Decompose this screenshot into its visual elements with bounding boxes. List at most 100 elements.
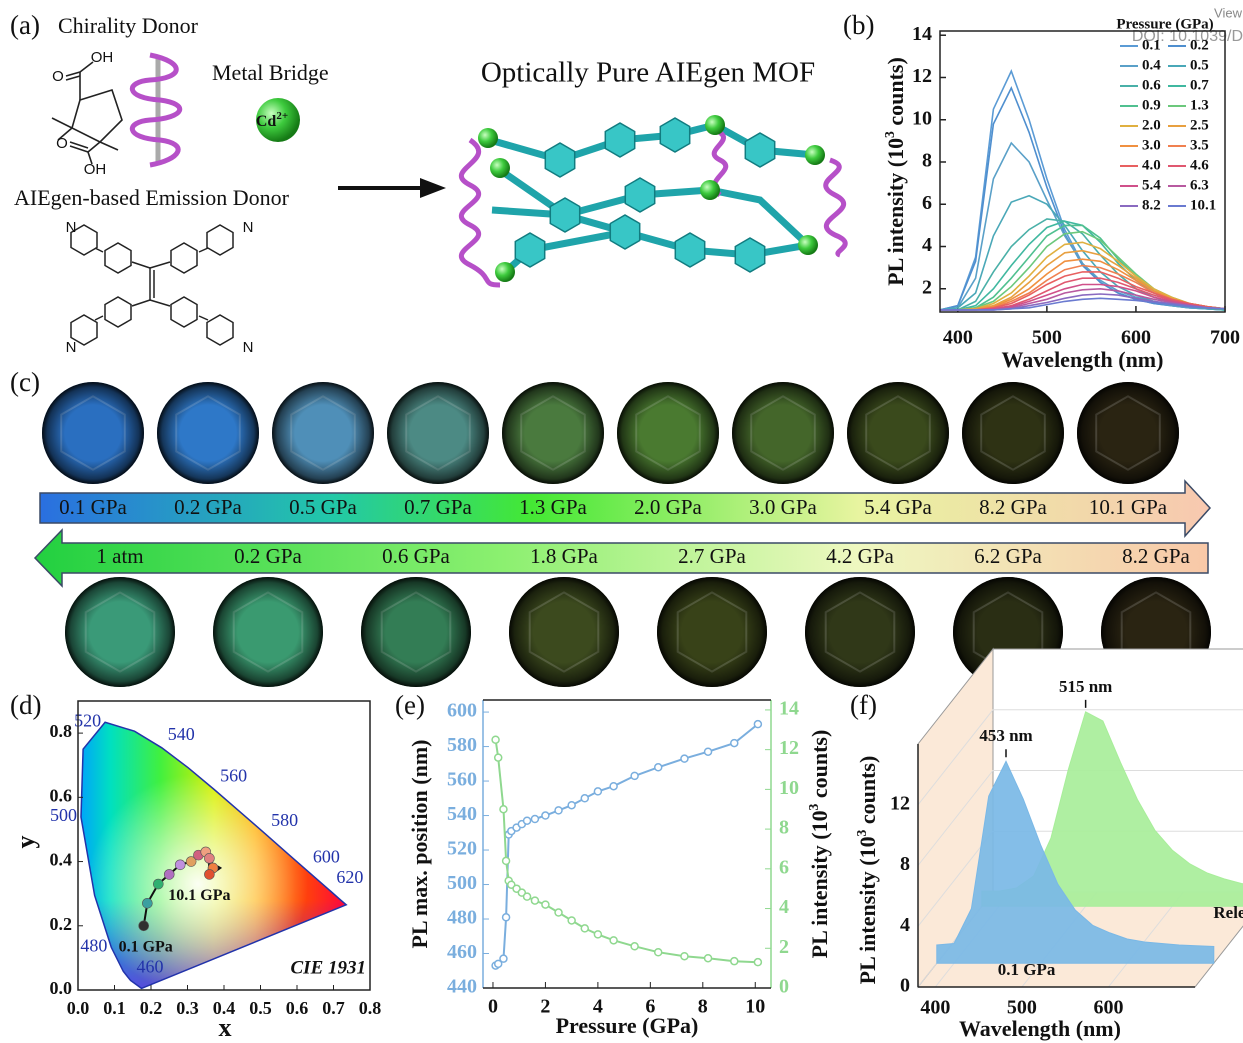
x-tick-label: 0.2: [140, 998, 163, 1018]
atom-label: OH: [84, 161, 107, 178]
x-axis-label: Pressure (GPa): [556, 1013, 699, 1038]
pressure-label: 0.2 GPa: [174, 495, 242, 519]
series-point: [500, 955, 507, 962]
point-label: 10.1 GPa: [168, 887, 230, 904]
series-point: [555, 807, 562, 814]
series-label: 0.1 GPa: [998, 960, 1056, 979]
y-axis-label: PL max. position (nm): [407, 739, 432, 948]
series-point: [594, 788, 601, 795]
wavelength-label: 480: [80, 936, 107, 956]
wavelength-label: 580: [271, 810, 298, 830]
pressure-label: 0.6 GPa: [382, 544, 450, 568]
y2-tick-label: 6: [779, 856, 789, 878]
x-tick-label: 400: [943, 327, 973, 349]
legend-label: 0.4: [1142, 57, 1161, 73]
wavelength-label: 620: [336, 867, 363, 887]
wavelength-label: 460: [137, 957, 164, 977]
y-tick-label: 580: [447, 734, 477, 756]
series-point: [754, 959, 761, 966]
helix: [132, 55, 179, 165]
crystal-vignette: [657, 577, 767, 687]
pressure-label: 8.2 GPa: [1122, 544, 1190, 568]
y-tick-label: 0.0: [50, 978, 73, 998]
y2-tick-label: 14: [779, 698, 799, 720]
series-point: [524, 893, 531, 900]
x-tick-label: 700: [1210, 327, 1240, 349]
series-point: [681, 953, 688, 960]
cie-point: [153, 879, 163, 889]
legend-label: 2.5: [1190, 117, 1209, 133]
x-tick-label: 8: [698, 996, 708, 1018]
series-point: [610, 937, 617, 944]
y-axis-label-part: counts): [883, 57, 908, 131]
y-tick-label: 10: [912, 107, 932, 129]
pressure-label: 1.3 GPa: [519, 495, 587, 519]
peak-label: 453 nm: [979, 726, 1032, 745]
aromatic-ring: [745, 133, 774, 167]
y-axis-label: PL intensity (103 counts): [882, 57, 908, 286]
series-line: [496, 740, 758, 963]
series-point: [542, 901, 549, 908]
cie-point: [142, 898, 152, 908]
series-point: [731, 958, 738, 965]
legend-label: 8.2: [1142, 197, 1161, 213]
pressure-label: 5.4 GPa: [864, 495, 932, 519]
metal-node: [805, 145, 825, 165]
watermark: View: [1214, 5, 1243, 20]
aromatic-ring: [735, 238, 764, 272]
y-tick-label: 0.8: [50, 721, 73, 741]
y-axis-label-part: counts): [855, 756, 880, 830]
series-point: [754, 721, 761, 728]
peak-label: 515 nm: [1059, 677, 1112, 696]
legend-label: 0.6: [1142, 77, 1161, 93]
metal-node: [478, 128, 498, 148]
series-point: [524, 817, 531, 824]
y2-tick-label: 4: [779, 896, 789, 918]
spectrum-line: [940, 196, 1225, 310]
x-axis-label: Wavelength (nm): [959, 1016, 1121, 1041]
series-label: Released 1 atm: [1213, 903, 1243, 922]
legend-label: 0.5: [1190, 57, 1209, 73]
y2-axis-label-part: PL intensity (10: [807, 810, 832, 958]
y-tick-label: 8: [900, 853, 910, 875]
x-axis-label: x: [219, 1013, 232, 1042]
y-tick-label: 2: [922, 276, 932, 298]
y-tick-label: 480: [447, 907, 477, 929]
cie-point: [175, 860, 185, 870]
y-axis-label-part: PL intensity (10: [855, 836, 880, 984]
x-tick-label: 0.3: [176, 998, 199, 1018]
x-axis-label: Wavelength (nm): [1002, 347, 1164, 372]
pressure-label: 6.2 GPa: [974, 544, 1042, 568]
y2-tick-label: 0: [779, 976, 789, 998]
y-tick-label: 560: [447, 769, 477, 791]
page: View DOI: 10.1039/D (a) Chirality Donor …: [0, 0, 1243, 1043]
wavelength-label: 560: [220, 766, 247, 786]
series-point: [631, 772, 638, 779]
legend-label: 0.7: [1190, 77, 1209, 93]
atom-label: O: [56, 135, 68, 152]
pressure-label: 3.0 GPa: [749, 495, 817, 519]
aromatic-ring: [660, 118, 689, 152]
metal-bridge-label: Metal Bridge: [212, 60, 329, 85]
legend-label: 0.1: [1142, 37, 1161, 53]
mof-structure: [461, 115, 845, 285]
legend-label: 4.6: [1190, 157, 1209, 173]
aromatic-ring: [515, 233, 544, 267]
y-tick-label: 12: [890, 792, 910, 814]
atom-label: OH: [91, 49, 114, 66]
legend-label: 4.0: [1142, 157, 1161, 173]
cie-point: [204, 853, 214, 863]
y-tick-label: 12: [912, 65, 932, 87]
chart-line: (b)4005006007002468101214Wavelength (nm)…: [843, 10, 1240, 372]
y-axis-label: PL intensity (103 counts): [854, 756, 880, 985]
legend-label: 0.2: [1190, 37, 1209, 53]
y-tick-label: 440: [447, 976, 477, 998]
pyridine-ring: [207, 225, 233, 255]
crystal-vignette: [1077, 382, 1179, 484]
phenyl-ring: [171, 297, 197, 327]
crystal-vignette: [962, 382, 1064, 484]
x-tick-label: 0.6: [286, 998, 309, 1018]
crystal-vignette: [157, 382, 259, 484]
chart-waterfall3d: (f)04812400500600515 nmReleased 1 atm453…: [850, 649, 1243, 1041]
crystal-vignette: [272, 382, 374, 484]
